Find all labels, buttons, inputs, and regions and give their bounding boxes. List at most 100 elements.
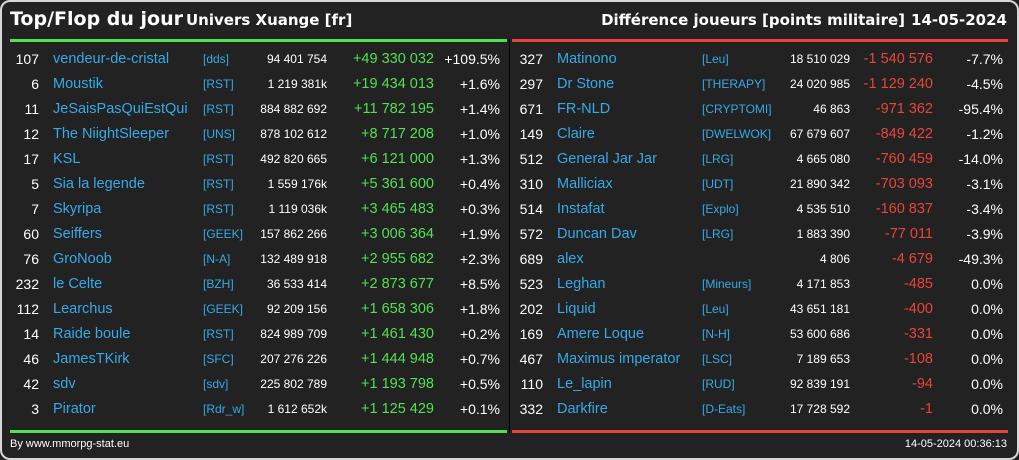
alliance-tag-link[interactable]: [GEEK] [203,302,244,316]
percent-change: -3.9% [966,226,1003,242]
player-rank: 232 [15,276,39,292]
player-name-link[interactable]: FR-NLD [557,101,611,117]
player-name-link[interactable]: Pirator [53,401,96,417]
alliance-tag-link[interactable]: [GEEK] [203,227,244,241]
player-name-link[interactable]: Skyripa [53,201,102,217]
alliance-tag-link[interactable]: [Rdr_w] [203,402,245,416]
alliance-tag-link[interactable]: [Mineurs] [702,277,752,291]
top-separator-bar [10,39,507,42]
alliance-tag-link[interactable]: [dds] [203,52,230,66]
points-delta: +2 955 682 [361,251,434,267]
player-name-link[interactable]: Learchus [53,301,113,317]
points-delta: -1 540 576 [863,51,933,67]
points-delta: -760 459 [875,151,933,167]
player-name-link[interactable]: Raide boule [53,326,131,342]
player-points: 18 510 029 [789,52,850,66]
player-points: 1 119 036k [268,202,328,216]
player-name-link[interactable]: Liquid [557,301,596,317]
percent-change: +0.3% [459,201,500,217]
player-name-link[interactable]: Amere Loque [557,326,645,342]
player-points: 21 890 342 [789,177,850,191]
points-delta: -703 093 [875,176,933,192]
player-name-link[interactable]: Sia la legende [53,176,145,192]
player-name-link[interactable]: GroNoob [53,251,112,267]
alliance-tag-link[interactable]: [RST] [203,202,234,216]
player-name-link[interactable]: vendeur-de-cristal [53,51,170,67]
player-name-link[interactable]: General Jar Jar [557,151,657,167]
alliance-tag-link[interactable]: [LSC] [702,352,733,366]
player-name-link[interactable]: alex [557,251,584,267]
alliance-tag-link[interactable]: [UDT] [702,177,734,191]
alliance-tag-link[interactable]: [LRG] [702,227,734,241]
points-delta: -1 129 240 [863,76,933,92]
alliance-tag-link[interactable]: [CRYPTOMI] [702,102,772,116]
player-points: 36 533 414 [266,277,327,291]
player-rank: 46 [23,351,39,367]
points-delta: -4 679 [891,251,933,267]
top-bottom-bar [10,430,507,433]
percent-change: +0.4% [459,176,500,192]
alliance-tag-link[interactable]: [RST] [203,152,234,166]
alliance-tag-link[interactable]: [BZH] [203,277,234,291]
flop-separator-bar [512,39,1008,42]
alliance-tag-link[interactable]: [THERAPY] [702,77,766,91]
alliance-tag-link[interactable]: [UNS] [203,127,236,141]
player-name-link[interactable]: JeSaisPasQuiEstQui [53,101,188,117]
player-points: 225 802 789 [260,377,327,391]
player-name-link[interactable]: Maximus imperator [557,351,681,367]
player-name-link[interactable]: Le_lapin [557,376,612,392]
player-name-link[interactable]: Instafat [557,201,605,217]
alliance-tag-link[interactable]: [D-Eats] [702,402,746,416]
player-points: 4 171 853 [796,277,850,291]
points-delta: +11 782 195 [354,101,434,117]
alliance-tag-link[interactable]: [N-H] [702,327,730,341]
points-delta: +6 121 000 [361,151,434,167]
player-name-link[interactable]: Moustik [53,76,103,92]
alliance-tag-link[interactable]: [Leu] [702,52,729,66]
points-delta: +3 465 483 [361,201,434,217]
player-name-link[interactable]: Matinono [557,51,617,67]
alliance-tag-link[interactable]: [RST] [203,177,234,191]
player-name-link[interactable]: Duncan Dav [557,226,637,242]
player-points: 7 189 653 [796,352,850,366]
player-name-link[interactable]: Seiffers [53,226,102,242]
alliance-tag-link[interactable]: [RST] [203,102,234,116]
player-rank: 11 [24,101,39,117]
player-points: 1 219 381k [267,77,327,91]
player-name-link[interactable]: JamesTKirk [53,351,130,367]
player-name-link[interactable]: sdv [53,376,76,392]
player-rank: 14 [23,326,39,342]
alliance-tag-link[interactable]: [Leu] [702,302,729,316]
percent-change: -3.1% [966,176,1003,192]
player-name-link[interactable]: KSL [53,151,81,167]
player-name-link[interactable]: The NiightSleeper [53,126,170,142]
player-name-link[interactable]: Dr Stone [557,76,615,92]
percent-change: +109.5% [444,51,500,67]
percent-change: +0.2% [459,326,500,342]
alliance-tag-link[interactable]: [DWELWOK] [702,127,772,141]
player-rank: 60 [23,226,39,242]
percent-change: -4.5% [966,76,1003,92]
points-delta: -400 [903,301,933,317]
alliance-tag-link[interactable]: [N-A] [203,252,231,266]
player-rank: 12 [23,126,39,142]
alliance-tag-link[interactable]: [RST] [203,77,234,91]
player-points: 92 839 191 [789,377,850,391]
alliance-tag-link[interactable]: [sdv] [203,377,229,391]
column-divider [509,40,510,432]
player-name-link[interactable]: le Celte [53,276,103,292]
player-name-link[interactable]: Darkfire [557,401,608,417]
percent-change: -95.4% [958,101,1003,117]
player-name-link[interactable]: Malliciax [557,176,613,192]
alliance-tag-link[interactable]: [RUD] [702,377,735,391]
alliance-tag-link[interactable]: [SFC] [203,352,234,366]
alliance-tag-link[interactable]: [RST] [203,327,234,341]
alliance-tag-link[interactable]: [LRG] [702,152,734,166]
alliance-tag-link[interactable]: [Explo] [702,202,739,216]
player-rank: 6 [31,76,39,92]
player-name-link[interactable]: Claire [557,126,595,142]
player-points: 1 883 390 [796,227,850,241]
player-rank: 689 [519,251,543,267]
player-name-link[interactable]: Leghan [557,276,606,292]
points-delta: +1 461 430 [361,326,434,342]
